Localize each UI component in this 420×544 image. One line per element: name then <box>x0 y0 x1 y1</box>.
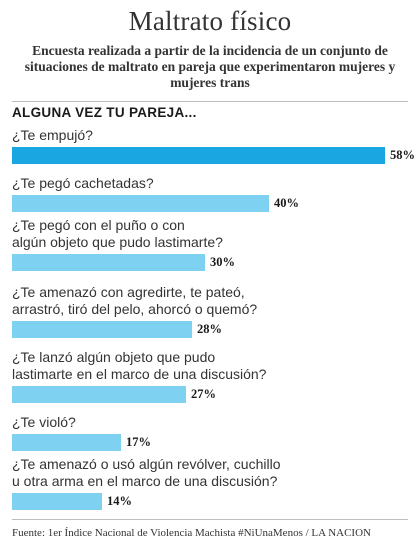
source-note: Fuente: 1er Índice Nacional de Violencia… <box>12 527 371 539</box>
bottom-divider <box>12 519 408 520</box>
value-label: 17% <box>126 435 151 449</box>
chart-subtitle: Encuesta realizada a partir de la incide… <box>24 43 396 90</box>
chart-title: Maltrato físico <box>128 6 292 36</box>
question-label: ¿Te amenazó con agredirte, te pateó, arra… <box>12 284 258 317</box>
value-label: 28% <box>197 322 222 336</box>
value-label: 40% <box>274 196 299 210</box>
value-label: 27% <box>191 387 216 401</box>
bar <box>12 147 385 164</box>
value-label: 14% <box>107 494 132 508</box>
question-label: ¿Te empujó? <box>12 127 93 143</box>
value-label: 58% <box>390 148 415 162</box>
bar <box>12 195 269 212</box>
value-label: 30% <box>210 255 235 269</box>
bar <box>12 386 186 403</box>
top-divider <box>12 101 408 102</box>
question-label: ¿Te pegó con el puño o con algún objeto q… <box>12 217 223 250</box>
question-label: ¿Te pegó cachetadas? <box>12 175 154 191</box>
question-label: ¿Te lanzó algún objeto que pudo lastimart… <box>12 349 267 382</box>
bar <box>12 321 192 338</box>
section-heading: ALGUNA VEZ TU PAREJA... <box>12 105 197 120</box>
question-label: ¿Te amenazó o usó algún revólver, cuchil… <box>12 456 281 489</box>
bar <box>12 434 121 451</box>
bar <box>12 254 205 271</box>
bar <box>12 493 102 510</box>
question-label: ¿Te violó? <box>12 414 76 430</box>
